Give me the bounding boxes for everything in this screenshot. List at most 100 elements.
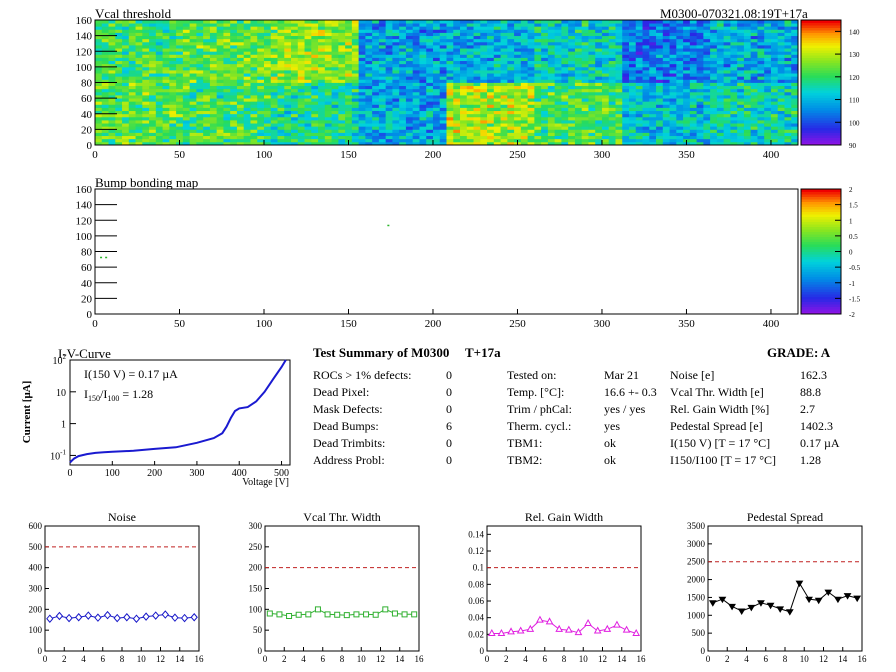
heatmap-cell [209,82,218,87]
heatmap-cell [520,101,529,105]
heatmap-cell [223,48,231,52]
heatmap-cell [331,91,339,96]
heatmap-cell [311,110,319,115]
heatmap-cell [676,113,684,118]
heatmap-cell [723,60,731,65]
heatmap-cell [568,116,576,121]
heatmap-cell [460,129,468,133]
heatmap-cell [142,98,150,102]
heatmap-cell [223,54,231,58]
heatmap-cell [338,76,346,80]
heatmap-cell [507,132,515,137]
x-tick-label: 6 [764,654,769,664]
heatmap-cell [331,95,339,99]
heatmap-cell [635,123,643,127]
heatmap-cell [635,63,643,68]
heatmap-cell [223,63,231,68]
heatmap-cell [683,107,691,112]
y-tick-label: 0 [38,646,43,656]
heatmap-cell [750,107,758,112]
heatmap-cell [426,38,434,43]
heatmap-cell [703,95,711,99]
heatmap-cell [392,79,400,83]
heatmap-cell [554,45,562,49]
heatmap-cell [547,29,556,33]
heatmap-cell [189,98,197,102]
heatmap-cell [615,63,623,68]
heatmap-cell [669,76,677,80]
heatmap-cell [554,120,562,124]
heatmap-cell [284,91,292,96]
heatmap-cell [676,54,684,58]
heatmap-cell [385,110,393,115]
palette-band [801,204,841,207]
heatmap-cell [405,141,414,146]
heatmap-cell [622,129,630,133]
heatmap-cell [223,51,231,55]
heatmap-cell [689,132,698,137]
heatmap-cell [135,35,143,40]
heatmap-cell [351,104,360,108]
heatmap-cell [507,73,515,77]
heatmap-cell [331,54,339,58]
data-point [603,624,612,632]
heatmap-cell [487,85,495,90]
heatmap-cell [176,135,184,140]
heatmap-cell [561,66,569,71]
heatmap-cell [155,101,163,105]
heatmap-cell [351,48,360,52]
heatmap-cell [101,91,109,96]
heatmap-cell [588,98,596,102]
data-point [545,617,554,625]
heatmap-cell [392,101,400,105]
heatmap-cell [318,51,326,55]
heatmap-cell [196,123,204,127]
heatmap-cell [216,66,224,71]
heatmap-cell [764,20,772,24]
heatmap-cell [629,91,637,96]
heatmap-cell [446,107,454,112]
heatmap-cell [176,123,184,127]
heatmap-cell [405,41,414,46]
heatmap-cell [743,101,752,105]
heatmap-cell [122,20,130,24]
heatmap-cell [588,60,596,65]
heatmap-cell [615,66,623,71]
heatmap-cell [284,113,292,118]
heatmap-cell [345,66,353,71]
heatmap-cell [743,76,752,80]
y-tick-label: 40 [81,109,93,121]
heatmap-cell [419,45,427,49]
heatmap-cell [432,29,441,33]
heatmap-cell [318,41,326,46]
palette-band [801,105,841,108]
heatmap-cell [209,26,218,30]
heatmap-cell [291,82,299,87]
heatmap-cell [466,76,474,80]
heatmap-cell [149,123,157,127]
heatmap-cell [270,76,278,80]
heatmap-cell [703,85,711,90]
heatmap-cell [378,101,387,105]
heatmap-cell [169,82,177,87]
heatmap-cell [629,82,637,87]
heatmap-cell [723,88,731,93]
heatmap-cell [426,120,434,124]
heatmap-cell [500,79,508,83]
heatmap-cell [95,45,103,49]
x-tick-label: 200 [425,149,442,161]
heatmap-cell [527,70,535,74]
heatmap-cell [669,48,677,52]
heatmap-cell [291,116,299,121]
heatmap-cell [284,126,292,130]
heatmap-cell [574,104,583,108]
heatmap-cell [358,63,366,68]
heatmap-cell [216,132,224,137]
heatmap-cell [101,38,109,43]
x-tick-label: 150 [340,318,357,330]
heatmap-cell [581,76,589,80]
palette-band [801,85,841,88]
heatmap-cell [514,23,522,27]
heatmap-cell [257,57,265,62]
heatmap-cell [378,60,387,65]
